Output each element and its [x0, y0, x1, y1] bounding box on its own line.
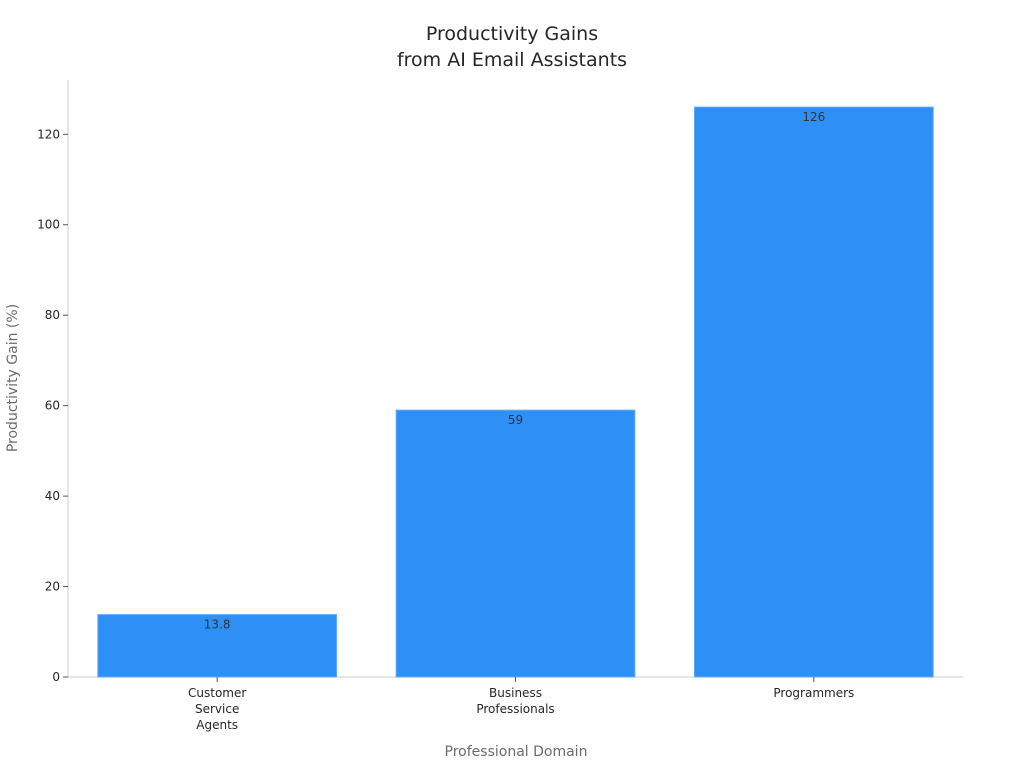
y-tick-label-6: 120	[37, 127, 60, 141]
y-axis-title: Productivity Gain (%)	[5, 304, 21, 452]
data-label-1: 59	[508, 413, 523, 427]
x-tick-label-0-line-1: Service	[195, 702, 239, 716]
chart-title-line-2: from AI Email Assistants	[397, 49, 627, 71]
x-ticks-group: Customer Service Agents Business Professiona…	[188, 677, 854, 732]
x-tick-label-0-line-0: Customer	[188, 686, 246, 700]
data-label-0: 13.8	[204, 618, 231, 632]
y-tick-label-1: 20	[45, 580, 60, 594]
y-tick-label-4: 80	[45, 308, 60, 322]
x-tick-label-0: Customer Service Agents	[188, 686, 246, 732]
x-tick-label-2: Programmers	[773, 686, 854, 700]
chart-title: Productivity Gains from AI Email Assista…	[397, 23, 627, 71]
x-tick-label-1-line-1: Professionals	[476, 702, 554, 716]
x-tick-label-0-line-2: Agents	[196, 718, 238, 732]
y-tick-label-3: 60	[45, 399, 60, 413]
x-tick-label-1-line-0: Business	[489, 686, 542, 700]
bar-0	[97, 614, 338, 678]
bar-2	[694, 106, 934, 678]
bar-1	[395, 409, 636, 678]
y-tick-label-0: 0	[52, 670, 60, 684]
data-label-2: 126	[802, 110, 825, 124]
x-tick-label-1: Business Professionals	[476, 686, 554, 716]
y-tick-label-5: 100	[37, 218, 60, 232]
x-tick-label-2-line-0: Programmers	[773, 686, 854, 700]
y-ticks-group: 0 20 40 60 80 100 120	[37, 127, 68, 684]
data-labels-group: 13.8 59 126	[204, 110, 825, 631]
y-tick-label-2: 40	[45, 489, 60, 503]
x-axis-title: Professional Domain	[445, 744, 588, 760]
bars-group	[97, 106, 934, 678]
chart-title-line-1: Productivity Gains	[426, 23, 598, 45]
